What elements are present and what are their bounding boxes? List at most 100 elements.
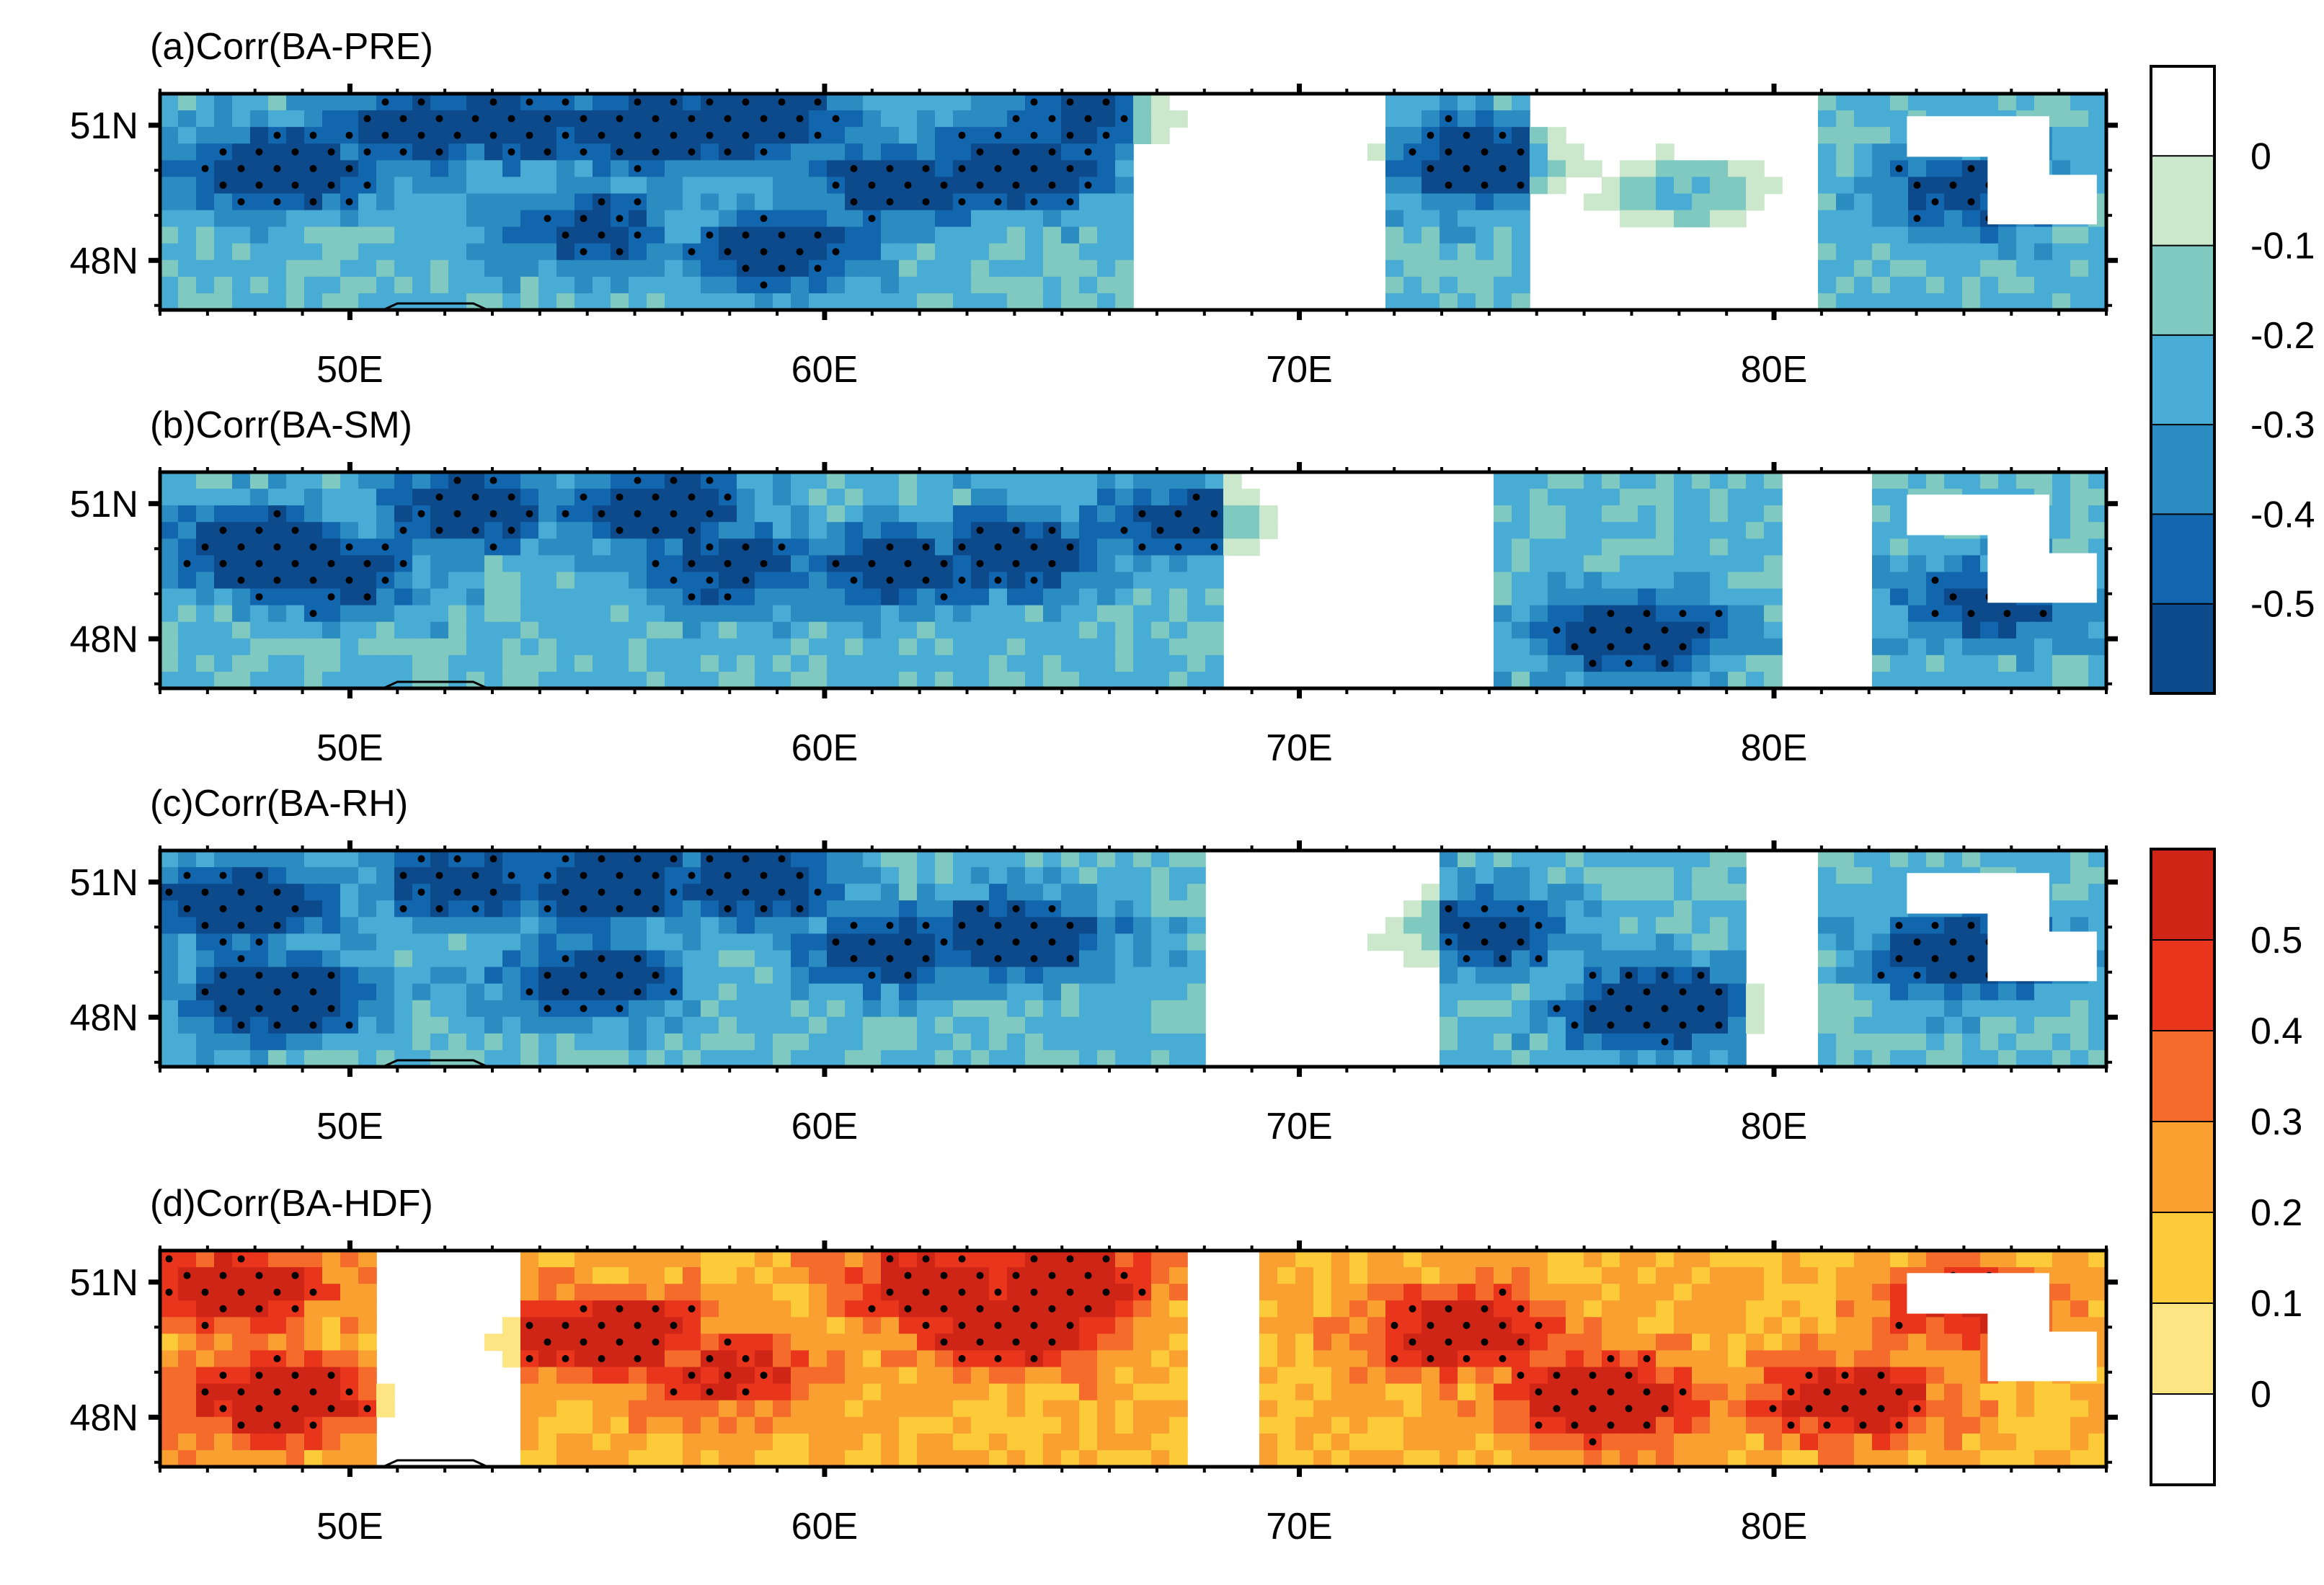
- field-cell: [1872, 210, 1891, 228]
- field-cell: [322, 226, 341, 244]
- significance-dot: [1066, 164, 1074, 172]
- field-cell: [665, 917, 683, 935]
- field-cell: [575, 472, 593, 489]
- field-cell: [737, 983, 755, 1001]
- field-cell: [1097, 505, 1116, 523]
- field-cell: [1836, 193, 1855, 211]
- field-cell: [376, 505, 395, 523]
- field-cell: [611, 1033, 629, 1051]
- field-cell: [1440, 851, 1458, 868]
- field-cell: [1584, 160, 1602, 178]
- field-cell: [556, 1251, 575, 1268]
- field-cell: [1980, 654, 1999, 672]
- field-cell: [665, 177, 683, 195]
- field-cell: [160, 588, 179, 606]
- field-cell: [1602, 851, 1620, 868]
- field-cell: [665, 967, 683, 985]
- field-cell: [899, 489, 918, 506]
- field-cell: [1494, 522, 1512, 540]
- field-cell: [1097, 671, 1116, 688]
- field-cell: [863, 293, 882, 310]
- field-cell: [1494, 1300, 1512, 1318]
- significance-dot: [219, 938, 227, 946]
- field-cell: [827, 1000, 846, 1018]
- significance-dot: [219, 1271, 227, 1279]
- field-cell: [863, 243, 882, 261]
- field-cell: [340, 671, 359, 688]
- field-cell: [502, 1033, 521, 1051]
- field-cell: [2088, 472, 2106, 489]
- field-cell: [1548, 588, 1566, 606]
- significance-dot: [724, 493, 732, 501]
- field-cell: [232, 293, 251, 310]
- field-cell: [647, 259, 665, 278]
- field-cell: [412, 638, 431, 656]
- significance-dot: [507, 115, 515, 123]
- field-cell: [1818, 143, 1837, 161]
- field-cell: [737, 621, 755, 639]
- significance-dot: [724, 148, 732, 156]
- field-cell: [1908, 621, 1927, 639]
- field-cell: [2088, 1049, 2106, 1067]
- field-cell: [1854, 193, 1873, 211]
- field-cell: [250, 243, 269, 261]
- field-cell: [394, 1033, 413, 1051]
- significance-dot: [1048, 526, 1056, 534]
- field-cell: [863, 226, 882, 244]
- field-cell: [1223, 505, 1242, 523]
- significance-dot: [1517, 905, 1525, 913]
- field-cell: [1674, 505, 1693, 523]
- field-cell: [1890, 933, 1909, 951]
- significance-dot: [868, 559, 876, 567]
- field-cell: [719, 621, 737, 639]
- significance-dot: [255, 1305, 263, 1313]
- field-cell: [556, 110, 575, 128]
- field-cell: [917, 276, 936, 294]
- field-cell: [232, 1367, 251, 1385]
- field-cell: [881, 210, 900, 228]
- field-cell: [1584, 572, 1602, 590]
- field-cell: [1151, 1049, 1170, 1067]
- significance-dot: [580, 248, 587, 256]
- field-cell: [1980, 638, 1999, 656]
- field-cell: [358, 94, 377, 111]
- field-cell: [1656, 867, 1675, 884]
- field-cell: [1097, 1300, 1116, 1318]
- field-cell: [304, 177, 323, 195]
- field-cell: [538, 933, 557, 951]
- field-cell: [322, 1016, 341, 1034]
- field-cell: [1836, 1049, 1855, 1067]
- field-cell: [1818, 1300, 1837, 1318]
- field-cell: [1728, 1317, 1747, 1335]
- field-cell: [755, 1000, 773, 1018]
- field-cell: [1998, 1000, 2017, 1018]
- significance-dot: [1931, 955, 1939, 962]
- field-cell: [809, 193, 828, 211]
- field-cell: [556, 1000, 575, 1018]
- field-cell: [1872, 884, 1891, 902]
- field-cell: [647, 1350, 665, 1368]
- field-cell: [665, 193, 683, 211]
- field-cell: [1512, 1267, 1530, 1284]
- field-cell: [2088, 160, 2106, 178]
- significance-dot: [1607, 1021, 1615, 1029]
- field-cell: [1512, 851, 1530, 868]
- field-cell: [1710, 1284, 1729, 1302]
- significance-dot: [525, 1355, 533, 1362]
- significance-dot: [1210, 510, 1218, 518]
- field-cell: [845, 1350, 864, 1368]
- field-cell: [268, 1049, 287, 1067]
- field-cell: [935, 671, 954, 688]
- field-cell: [322, 1033, 341, 1051]
- field-cell: [160, 210, 179, 228]
- field-cell: [1638, 1049, 1656, 1067]
- field-cell: [538, 489, 557, 506]
- field-cell: [466, 555, 485, 573]
- significance-dot: [1679, 1021, 1687, 1029]
- significance-dot: [1517, 1338, 1525, 1346]
- significance-dot: [778, 888, 786, 896]
- field-cell: [1151, 851, 1170, 868]
- field-cell: [178, 1367, 197, 1385]
- field-cell: [647, 917, 665, 935]
- field-cell: [917, 588, 936, 606]
